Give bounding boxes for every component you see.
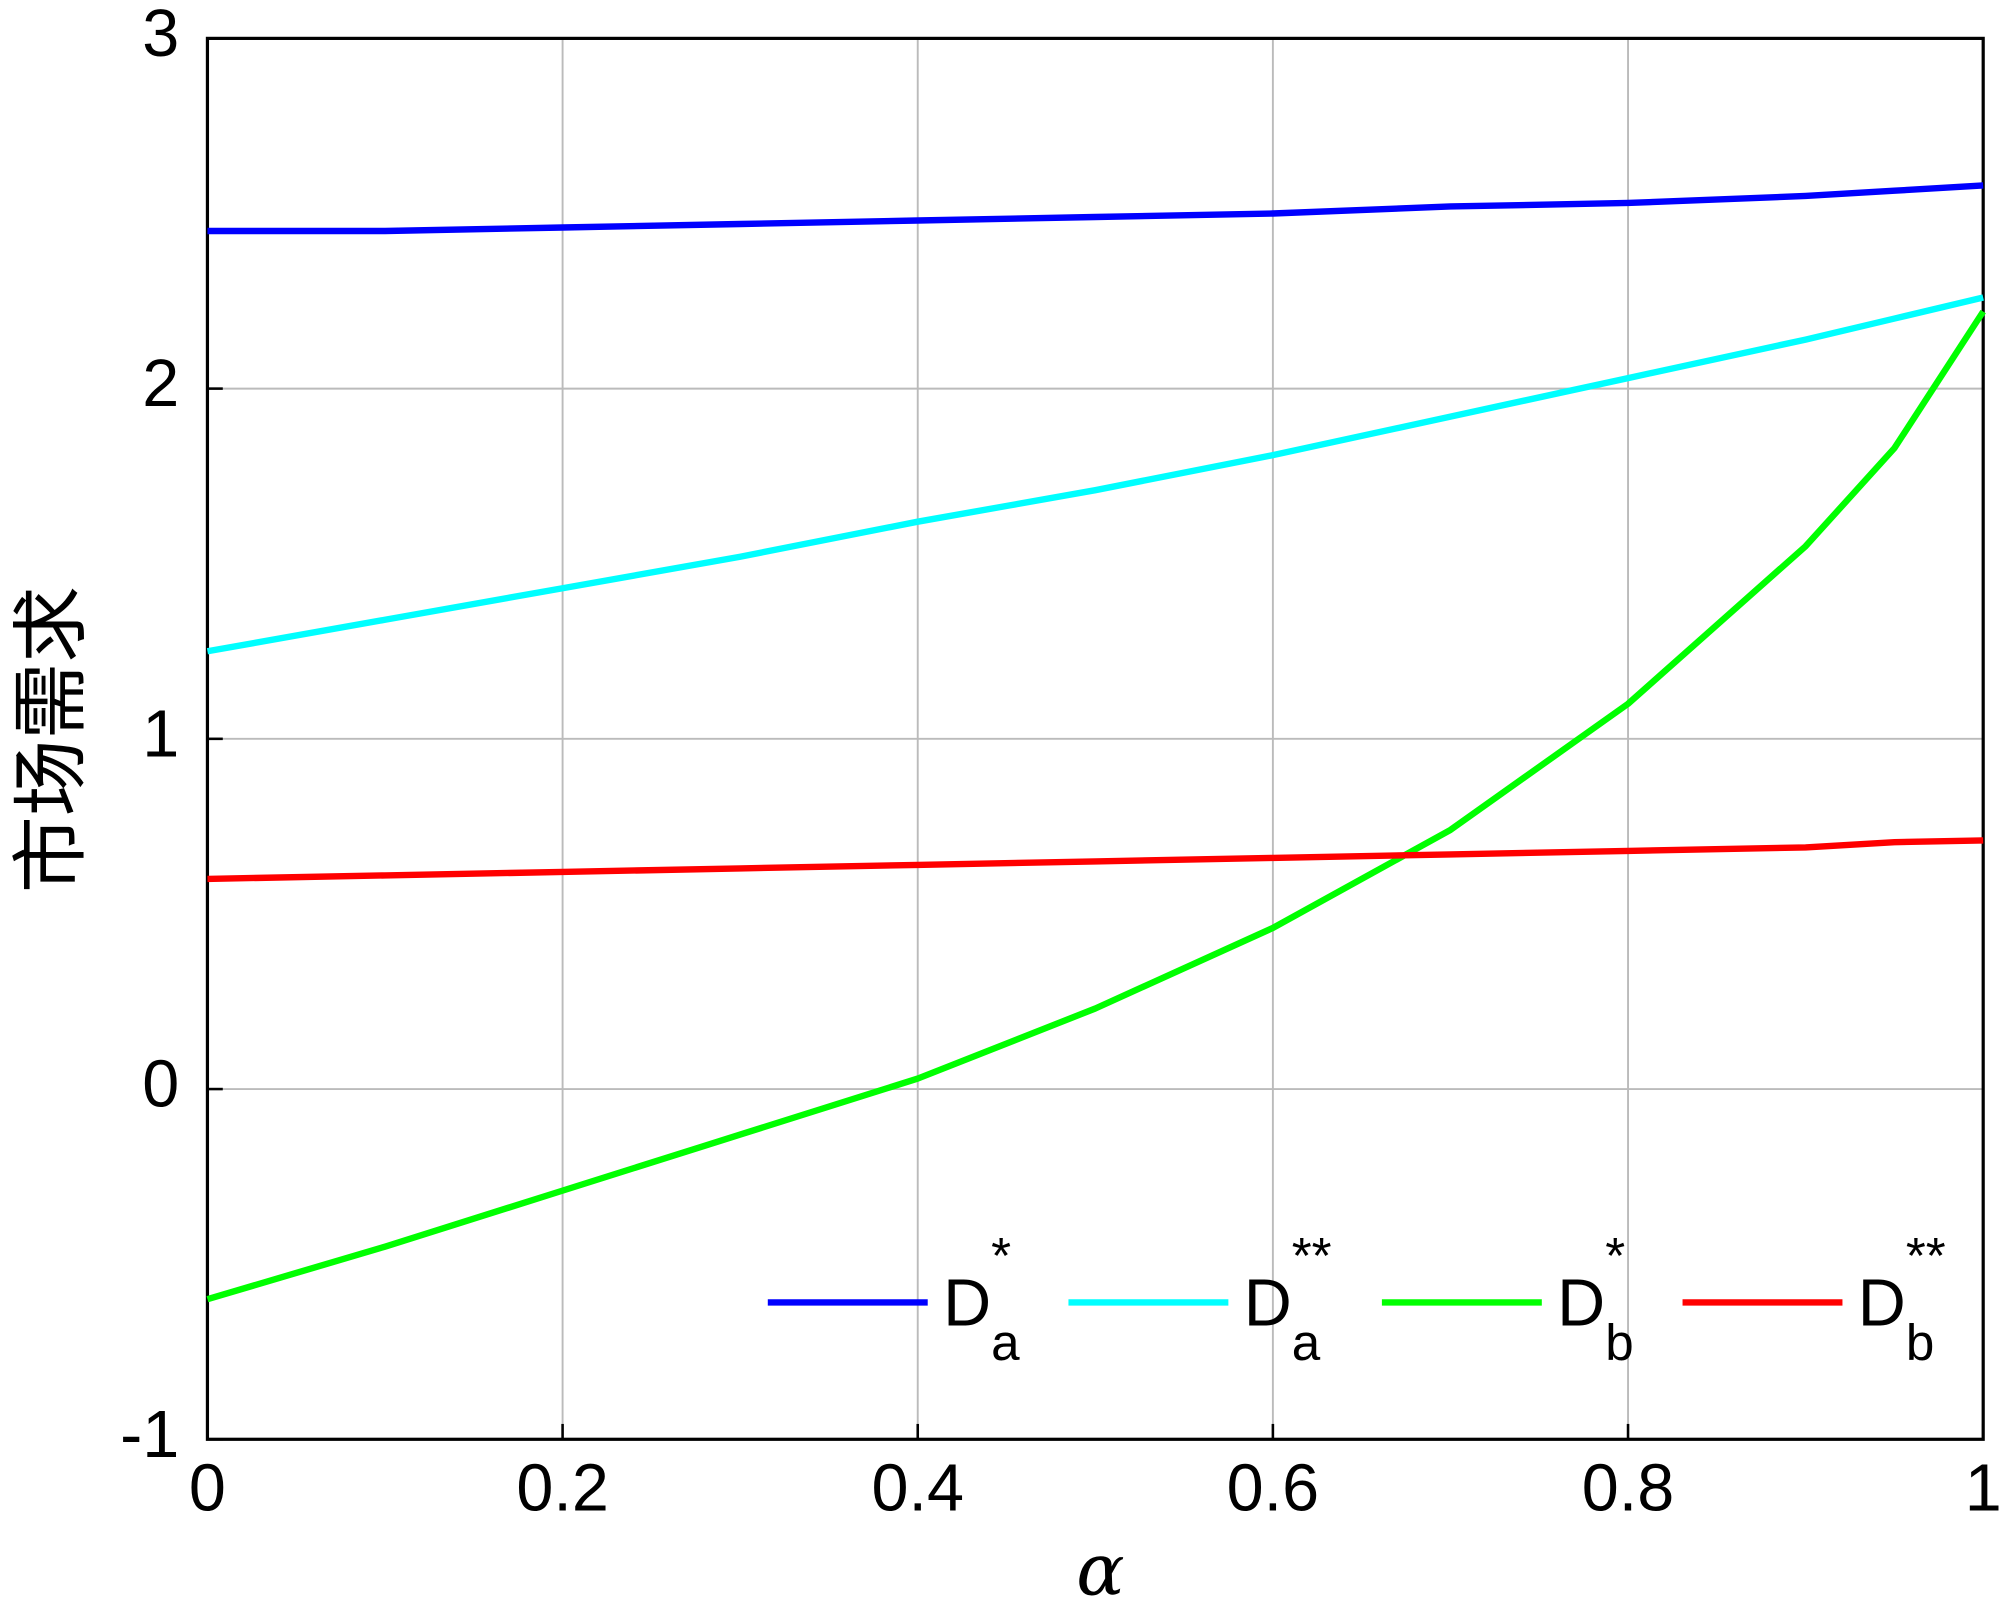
legend-superscript: * [991, 1226, 1011, 1283]
x-tick-label: 0.8 [1582, 1452, 1674, 1526]
x-tick-label: 0 [189, 1452, 226, 1526]
legend-superscript: * [1605, 1226, 1625, 1283]
y-tick-label: 3 [142, 0, 179, 71]
legend-subscript: b [1906, 1313, 1934, 1370]
x-tick-label: 0.2 [516, 1452, 608, 1526]
y-tick-label: 2 [142, 347, 179, 421]
legend-label: Db * [1557, 1226, 1634, 1370]
series-line [206, 309, 1986, 1303]
series-line [207, 837, 1984, 883]
legend-name: D [1858, 1266, 1906, 1340]
legend-label: Da * [943, 1226, 1020, 1370]
plot-frame [205, 36, 1985, 1441]
legend-subscript: a [991, 1313, 1020, 1370]
legend-subscript: a [1292, 1313, 1321, 1370]
x-tick-label: 1 [1965, 1452, 2000, 1526]
series-line [207, 182, 1984, 235]
legend-name: D [943, 1266, 991, 1340]
legend-superscript: ** [1906, 1226, 1946, 1283]
x-tick-label: 0.4 [872, 1452, 964, 1526]
legend-name: D [1244, 1266, 1292, 1340]
legend-name: D [1557, 1266, 1605, 1340]
legend-label: Da ** [1244, 1226, 1332, 1370]
y-tick-label: 0 [142, 1048, 179, 1122]
legend-superscript: ** [1292, 1226, 1332, 1283]
y-axis-label: 市场需求 [8, 586, 97, 893]
series-line [206, 294, 1984, 655]
y-tick-label: 1 [142, 697, 179, 771]
x-tick-label: 0.6 [1227, 1452, 1319, 1526]
legend-subscript: b [1605, 1313, 1633, 1370]
legend-label: Db ** [1858, 1226, 1946, 1370]
y-tick-label: -1 [120, 1398, 179, 1472]
x-axis-label: α [1076, 1529, 1124, 1612]
